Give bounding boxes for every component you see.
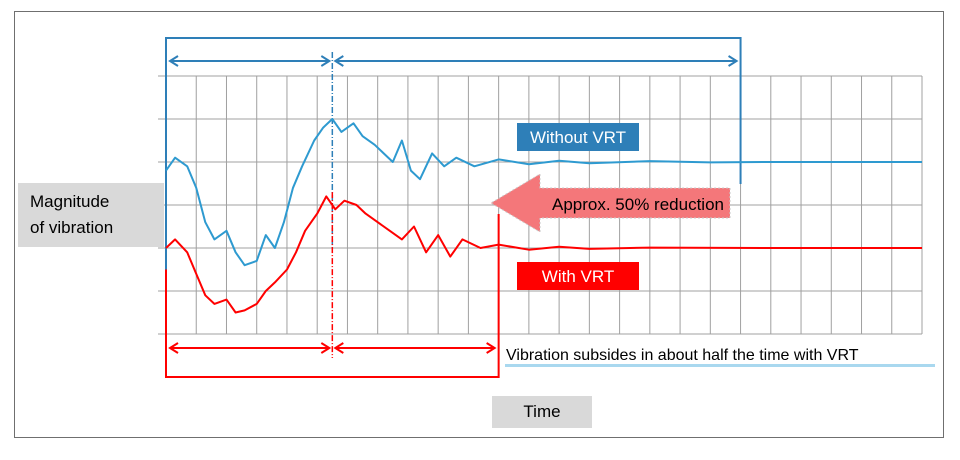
without-vrt-label-box [517,123,639,151]
red-arrowhead-right [486,342,497,354]
blue-arrowhead-right [728,55,739,67]
blue-arrowhead-left [333,55,344,67]
y-axis-label-line-1: Magnitude [30,192,110,211]
reduction-arrow [490,173,731,233]
without-vrt-label: Without VRT [530,128,626,147]
red-arrowhead-right [320,342,332,354]
red-arrowhead-left [168,342,179,354]
with-vrt-label: With VRT [542,267,614,286]
x-axis-label: Time [492,396,592,428]
y-axis-label: Magnitude of vibration [18,183,164,247]
y-axis-label-line-2: of vibration [30,218,114,237]
blue-arrowhead-left [168,55,179,67]
series-with-vrt [165,195,922,314]
series-without-vrt [165,118,922,267]
blue-arrowhead-right [320,55,332,67]
blue-bracket [165,37,742,329]
chart-frame [14,11,944,438]
annotations: Without VRT With VRT Approx. 50% reducti… [490,123,935,367]
time-note-underline [505,364,935,367]
with-vrt-label-box [517,262,639,290]
series-lines [165,118,922,314]
red-arrowhead-left [333,342,344,354]
time-note: Vibration subsides in about half the tim… [506,347,859,364]
red-bracket [165,214,500,378]
reduction-label: Approx. 50% reduction [552,195,724,214]
time-brackets [165,37,742,378]
